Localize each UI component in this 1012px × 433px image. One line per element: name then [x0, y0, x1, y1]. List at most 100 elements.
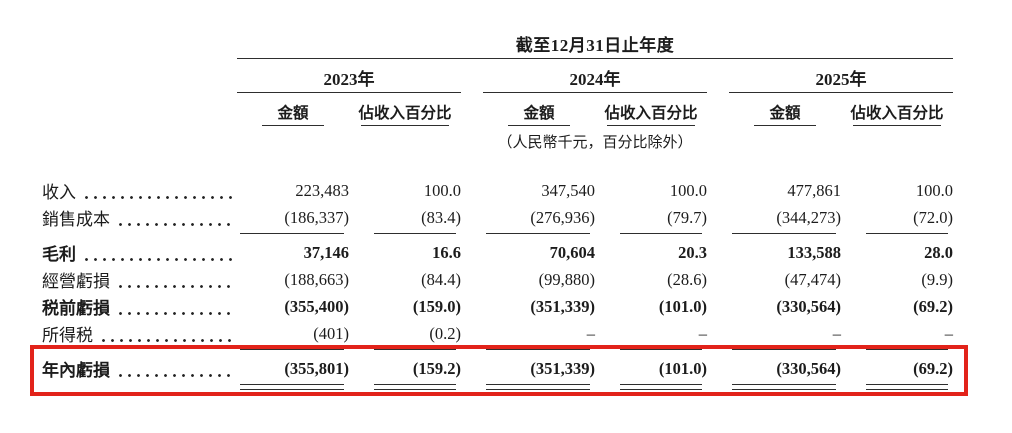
table-row-2: 銷售成本 (186,337) (83.4) (276,936) (79.7) (344,2…	[42, 204, 953, 231]
table-row-4: 經營虧損 (188,663) (84.4) (99,880) (28.6) (47,474…	[42, 266, 953, 293]
pct-column-header: 佔收入百分比	[358, 105, 452, 122]
table-row-3: 毛利 37,146 16.6 70,604 20.3 133,588 28.0	[42, 239, 953, 266]
pct-cell: (101.0)	[658, 358, 707, 378]
title-row: 截至12月31日止年度	[42, 28, 953, 56]
amount-cell: (355,801)	[284, 358, 349, 378]
column-header-rule	[262, 125, 324, 126]
pct-cell: (28.6)	[667, 269, 707, 289]
pct-cell: (72.0)	[913, 207, 953, 227]
dot-leader	[82, 258, 234, 261]
column-header-rule	[508, 125, 570, 126]
pct-cell: (0.2)	[429, 323, 461, 343]
total-double-rule-row-line	[486, 384, 590, 390]
subtotal-rule-row	[42, 231, 953, 239]
unit-note-row: （人民幣千元，百分比除外）	[42, 131, 953, 155]
pct-cell: 16.6	[432, 242, 461, 262]
amount-cell: (47,474)	[784, 269, 841, 289]
year-header-2023: 2023年	[323, 70, 375, 89]
amount-column-header: 金額	[769, 105, 801, 122]
table-title: 截至12月31日止年度	[515, 36, 675, 55]
pct-cell: (69.2)	[913, 358, 953, 378]
pct-cell: (101.0)	[658, 296, 707, 316]
row-label-cell: 年內虧損	[42, 355, 237, 382]
pct-cell: (159.2)	[412, 358, 461, 378]
pct-cell: (83.4)	[421, 207, 461, 227]
row-label: 税前虧損	[42, 299, 110, 318]
row-label-cell: 所得税	[42, 320, 237, 347]
year-header-2024: 2024年	[569, 70, 621, 89]
dot-leader	[116, 374, 234, 377]
dot-leader	[116, 285, 234, 288]
table-row-1: 收入 223,483 100.0 347,540 100.0 477,861 100.0	[42, 177, 953, 204]
amount-cell: 477,861	[787, 180, 841, 200]
amount-cell: (401)	[313, 323, 349, 343]
dot-leader	[116, 223, 234, 226]
pct-cell: (69.2)	[913, 296, 953, 316]
title-rule-row	[42, 56, 953, 64]
amount-cell: 133,588	[787, 242, 841, 262]
subtotal-rule-row-line	[486, 349, 590, 350]
subtotal-rule-row-line	[240, 233, 344, 234]
subtotal-rule-row-line	[374, 349, 456, 350]
income-statement-table: 截至12月31日止年度 2023年 2024年 2025年	[42, 28, 953, 393]
year-group-rule	[237, 92, 461, 93]
amount-cell: –	[832, 323, 841, 343]
pct-column-header: 佔收入百分比	[604, 105, 698, 122]
pct-cell: (84.4)	[421, 269, 461, 289]
pct-cell: 100.0	[669, 180, 707, 200]
row-label: 收入	[42, 183, 76, 202]
column-header-rule	[754, 125, 816, 126]
year-rule-row	[42, 90, 953, 98]
pct-cell: 20.3	[678, 242, 707, 262]
amount-column-header: 金額	[523, 105, 555, 122]
dot-leader	[82, 196, 234, 199]
subtotal-rule-row-line	[732, 349, 836, 350]
year-group-rule	[483, 92, 707, 93]
row-label-cell: 銷售成本	[42, 204, 237, 231]
amount-cell: (276,936)	[530, 207, 595, 227]
column-header-rule	[607, 125, 695, 126]
amount-column-header: 金額	[277, 105, 309, 122]
amount-cell: (188,663)	[284, 269, 349, 289]
row-label: 年內虧損	[42, 361, 110, 380]
row-label: 毛利	[42, 245, 76, 264]
row-label-cell: 毛利	[42, 239, 237, 266]
row-label-cell: 收入	[42, 177, 237, 204]
total-double-rule-row-line	[374, 384, 456, 390]
pct-cell: (159.0)	[412, 296, 461, 316]
amount-cell: (330,564)	[776, 296, 841, 316]
dot-leader	[116, 312, 234, 315]
subtotal-rule-row-line	[866, 233, 948, 234]
amount-cell: 70,604	[549, 242, 595, 262]
amount-cell: (344,273)	[776, 207, 841, 227]
subtotal-rule-row-line	[240, 349, 344, 350]
subtotal-rule-row-line	[620, 349, 702, 350]
table-row-5: 税前虧損 (355,400) (159.0) (351,339) (101.0) (330…	[42, 293, 953, 320]
column-header-rule	[361, 125, 449, 126]
total-double-rule-row-line	[732, 384, 836, 390]
column-header-rule	[853, 125, 941, 126]
amount-cell: (351,339)	[530, 296, 595, 316]
total-double-rule-row	[42, 382, 953, 393]
row-label-cell: 税前虧損	[42, 293, 237, 320]
year-header-row: 2023年 2024年 2025年	[42, 64, 953, 90]
pct-cell: 100.0	[423, 180, 461, 200]
title-rule	[237, 58, 953, 59]
row-label: 經營虧損	[42, 272, 110, 291]
row-label: 所得税	[42, 326, 93, 345]
row-label: 銷售成本	[42, 210, 110, 229]
pct-cell: –	[698, 323, 707, 343]
amount-cell: 223,483	[295, 180, 349, 200]
pct-cell: (9.9)	[921, 269, 953, 289]
total-double-rule-row-line	[240, 384, 344, 390]
subtotal-rule-row-line	[732, 233, 836, 234]
year-header-2025: 2025年	[815, 70, 867, 89]
dot-leader	[99, 339, 234, 342]
amount-cell: (351,339)	[530, 358, 595, 378]
column-header-row: 金額 佔收入百分比 金額 佔收入百分比 金額 佔收入百分比	[42, 98, 953, 123]
spacer-row	[42, 155, 953, 177]
amount-cell: –	[586, 323, 595, 343]
pct-cell: (79.7)	[667, 207, 707, 227]
table-row-6: 所得税 (401) (0.2) – – – –	[42, 320, 953, 347]
